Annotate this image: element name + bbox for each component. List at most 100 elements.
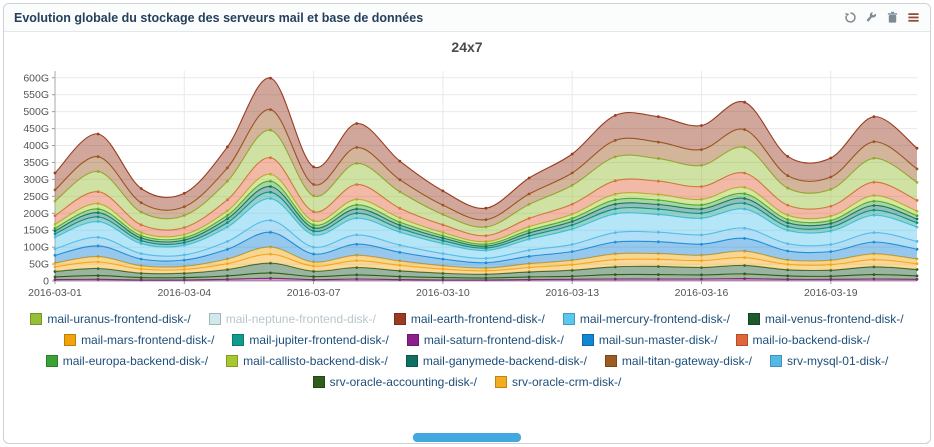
legend-item[interactable]: mail-titan-gateway-disk-/ <box>604 353 752 369</box>
data-point-marker <box>657 157 660 161</box>
legend-item[interactable]: srv-oracle-accounting-disk-/ <box>312 374 477 390</box>
data-point-marker <box>312 194 315 198</box>
data-point-marker <box>441 252 445 256</box>
legend-item[interactable]: mail-jupiter-frontend-disk-/ <box>232 332 389 348</box>
data-point-marker <box>139 223 143 227</box>
data-point-marker <box>527 266 531 269</box>
data-point-marker <box>355 242 359 246</box>
data-point-marker <box>829 156 833 160</box>
data-point-marker <box>700 277 703 281</box>
legend-swatch <box>226 355 239 367</box>
legend-label: mail-venus-frontend-disk-/ <box>764 312 904 326</box>
legend-swatch <box>30 313 43 325</box>
data-point-marker <box>226 274 229 278</box>
svg-text:350G: 350G <box>23 157 49 169</box>
data-point-marker <box>700 148 703 151</box>
data-point-marker <box>96 277 100 281</box>
data-point-marker <box>312 264 315 268</box>
legend-item[interactable]: srv-mysql-01-disk-/ <box>769 353 888 369</box>
svg-text:500G: 500G <box>23 106 49 118</box>
data-point-marker <box>700 185 703 188</box>
data-point-marker <box>743 128 746 131</box>
data-point-marker <box>570 277 574 281</box>
data-point-marker <box>139 187 143 190</box>
data-point-marker <box>139 239 143 243</box>
data-point-marker <box>657 198 660 202</box>
data-point-marker <box>743 249 746 253</box>
data-point-marker <box>269 271 272 275</box>
data-point-marker <box>96 170 100 173</box>
legend-item[interactable]: mail-europa-backend-disk-/ <box>45 353 208 369</box>
legend-item[interactable]: mail-saturn-frontend-disk-/ <box>406 332 564 348</box>
data-point-marker <box>441 203 445 207</box>
data-point-marker <box>829 188 833 191</box>
legend-item[interactable]: mail-venus-frontend-disk-/ <box>747 311 904 327</box>
data-point-marker <box>182 278 186 282</box>
legend-item[interactable]: mail-earth-frontend-disk-/ <box>393 311 545 327</box>
menu-icon[interactable] <box>907 11 920 24</box>
data-point-marker <box>829 263 833 267</box>
svg-text:250G: 250G <box>23 191 49 203</box>
legend-item[interactable]: mail-sun-master-disk-/ <box>581 332 718 348</box>
legend-item[interactable]: mail-io-backend-disk-/ <box>735 332 870 348</box>
data-point-marker <box>484 240 488 244</box>
widget-resize-handle[interactable] <box>413 433 521 442</box>
legend-item[interactable]: mail-mercury-frontend-disk-/ <box>562 311 730 327</box>
data-point-marker <box>613 273 617 276</box>
data-point-marker <box>96 255 100 258</box>
data-point-marker <box>269 172 272 176</box>
data-point-marker <box>484 269 488 273</box>
data-point-marker <box>915 225 919 229</box>
data-point-marker <box>441 276 445 279</box>
data-point-marker <box>269 185 272 188</box>
data-point-marker <box>182 205 186 209</box>
legend-label: srv-oracle-crm-disk-/ <box>512 375 622 389</box>
legend-swatch <box>495 376 508 388</box>
data-point-marker <box>226 277 229 281</box>
data-point-marker <box>484 249 488 252</box>
data-point-marker <box>527 278 531 281</box>
data-point-marker <box>700 242 703 246</box>
series-area <box>55 247 917 271</box>
legend-label: mail-jupiter-frontend-disk-/ <box>249 333 389 347</box>
data-point-marker <box>312 183 315 186</box>
data-point-marker <box>872 140 876 144</box>
data-point-marker <box>872 180 876 184</box>
data-point-marker <box>96 235 100 239</box>
legend-item[interactable]: mail-ganymede-backend-disk-/ <box>405 353 587 369</box>
data-point-marker <box>53 261 57 265</box>
chart-legend: mail-uranus-frontend-disk-/ mail-neptune-… <box>4 309 930 394</box>
data-point-marker <box>657 115 660 119</box>
data-point-marker <box>139 257 143 261</box>
data-point-marker <box>441 264 445 268</box>
data-point-marker <box>829 219 833 222</box>
data-point-marker <box>829 222 833 225</box>
data-point-marker <box>182 236 186 240</box>
series-area <box>55 272 917 281</box>
data-point-marker <box>743 277 746 280</box>
legend-item[interactable]: mail-callisto-backend-disk-/ <box>226 353 388 369</box>
data-point-marker <box>657 240 660 244</box>
storage-chart[interactable]: 0 50G 100G 150G 200G 250G 300G 350G 400G 450G 500G… <box>7 57 927 309</box>
legend-item[interactable]: mail-mars-frontend-disk-/ <box>64 332 214 348</box>
data-point-marker <box>53 229 57 233</box>
legend-item[interactable]: srv-oracle-crm-disk-/ <box>495 374 621 390</box>
data-point-marker <box>743 202 746 205</box>
trash-icon[interactable] <box>886 11 899 24</box>
data-point-marker <box>269 261 272 265</box>
data-point-marker <box>398 278 402 281</box>
data-point-marker <box>527 228 531 232</box>
data-point-marker <box>53 226 57 230</box>
refresh-icon[interactable] <box>844 11 857 24</box>
legend-item[interactable]: mail-uranus-frontend-disk-/ <box>30 311 191 327</box>
data-point-marker <box>269 245 272 249</box>
data-point-marker <box>484 225 488 229</box>
data-point-marker <box>657 252 660 256</box>
data-point-marker <box>269 252 272 256</box>
legend-item[interactable]: mail-neptune-frontend-disk-/ <box>208 311 376 327</box>
data-point-marker <box>484 234 488 238</box>
data-point-marker <box>872 204 876 207</box>
wrench-icon[interactable] <box>865 11 878 24</box>
data-point-marker <box>398 216 402 220</box>
data-point-marker <box>182 238 186 242</box>
